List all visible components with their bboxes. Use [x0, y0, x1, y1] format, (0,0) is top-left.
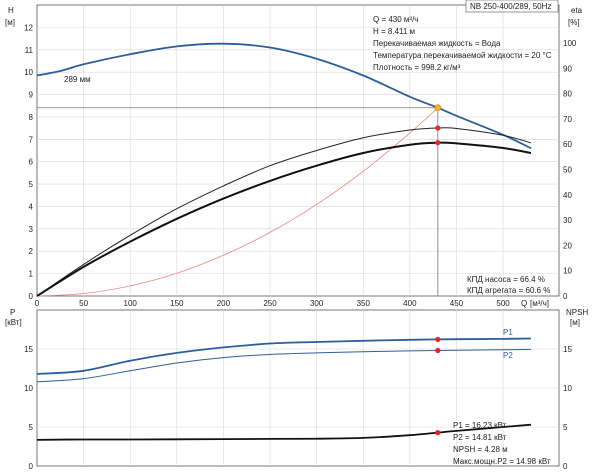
result-line: NPSH = 4.28 м: [453, 445, 508, 454]
x-tick-label: 50: [79, 299, 88, 308]
upper-plot-frame: [36, 4, 560, 297]
eta-tick-label: 30: [563, 216, 572, 225]
title-box: [465, 0, 559, 13]
head-tick-label: 7: [29, 135, 34, 144]
npsh-point-marker: [435, 430, 441, 436]
eta-tick-label: 70: [563, 115, 572, 124]
head-tick-label: 4: [29, 202, 34, 211]
eta-tick-label: 60: [563, 140, 572, 149]
chart-title: NB 250-400/289, 50Hz: [470, 2, 551, 11]
eta-pump-point-marker: [435, 125, 441, 131]
flow-axis-unit: [м³/ч]: [530, 299, 549, 308]
power-tick-label: 15: [24, 345, 33, 354]
series-label-p1: P1: [503, 328, 513, 337]
info-line: Перекачиваемая жидкость = Вода: [373, 39, 501, 48]
eta-axis-unit: [%]: [568, 18, 580, 27]
lower-series: [36, 336, 532, 441]
system-curve: [36, 107, 439, 297]
power-axis-unit: [кВт]: [5, 318, 22, 327]
power-tick-label: 10: [24, 384, 33, 393]
power-tick-label: 5: [29, 423, 34, 432]
head-tick-label: 12: [24, 23, 33, 32]
eta-tick-label: 10: [563, 267, 572, 276]
eta-tick-label: 90: [563, 64, 572, 73]
upper-tick-labels: 0 50 100 150 200 250 300 350 400 450 5000123456789…: [24, 23, 577, 308]
head-tick-label: 11: [25, 46, 34, 55]
head-tick-label: 8: [29, 113, 34, 122]
upper-gridlines: [37, 5, 559, 296]
power-results: P1 = 16.23 кВт P2 = 14.81 кВт NPSH = 4.2…: [453, 421, 551, 466]
head-tick-label: 1: [29, 270, 34, 279]
eta_pump-curve: [36, 127, 532, 297]
head-tick-label: 9: [29, 91, 34, 100]
eta-tick-label: 80: [563, 90, 572, 99]
lower-chart: 0 5 10 15 0 5 10 15 P [кВт] NPSH [м] P1 P2 P1 =…: [5, 308, 588, 471]
npsh-axis-label: NPSH: [566, 308, 588, 317]
eta-tick-label: 50: [563, 165, 572, 174]
x-tick-label: 150: [170, 299, 184, 308]
info-line: H = 8.411 м: [373, 27, 415, 36]
result-line: Макс.мощн.P2 = 14.98 кВт: [453, 457, 551, 466]
npsh-curve: [36, 423, 532, 441]
result-line: P2 = 14.81 кВт: [453, 433, 507, 442]
p2-curve: [36, 348, 532, 383]
flow-axis-label: Q: [521, 299, 527, 308]
info-line: Температура перекачиваемой жидкости = 20…: [373, 51, 552, 60]
lower-gridlines: [37, 310, 559, 466]
eta-tick-label: 40: [563, 191, 572, 200]
head-tick-label: 0: [29, 292, 34, 301]
lower-tick-labels: 0 5 10 15 0 5 10 15: [24, 345, 572, 471]
npsh-tick-label: 5: [563, 423, 568, 432]
head-tick-label: 3: [29, 225, 34, 234]
head-curve: [36, 42, 532, 150]
eta-tick-label: 20: [563, 241, 572, 250]
x-tick-label: 350: [357, 299, 371, 308]
p1-curve: [36, 337, 532, 375]
npsh-tick-label: 0: [563, 462, 568, 471]
npsh-tick-label: 10: [563, 384, 572, 393]
p1-point-marker: [435, 336, 441, 343]
x-tick-label: 200: [217, 299, 231, 308]
eta-unit-value: КПД агрегата = 60.6 %: [467, 286, 550, 295]
eta-unit-point-marker: [435, 140, 441, 146]
x-tick-label: 500: [496, 299, 510, 308]
eta_unit-curve: [36, 141, 532, 297]
x-tick-label: 450: [450, 299, 464, 308]
head-tick-label: 6: [29, 158, 34, 167]
x-tick-label: 100: [124, 299, 138, 308]
upper-chart: 0 50 100 150 200 250 300 350 400 450 5000123456789…: [5, 0, 583, 308]
x-tick-label: 0: [35, 299, 40, 308]
p2-point-marker: [435, 347, 441, 354]
efficiency-info: КПД насоса = 66.4 % КПД агрегата = 60.6 …: [467, 275, 550, 295]
eta-tick-label: 100: [563, 39, 577, 48]
upper-series: [36, 42, 532, 297]
duty-point-marker: [434, 104, 442, 112]
duty-point-info: Q = 430 м³/ч H = 8.411 м Перекачиваемая …: [373, 15, 552, 72]
power-axis-label: P: [10, 308, 15, 317]
series-label-p2: P2: [503, 351, 513, 360]
eta-pump-value: КПД насоса = 66.4 %: [467, 275, 545, 284]
power-tick-label: 0: [29, 462, 34, 471]
x-tick-label: 250: [263, 299, 277, 308]
info-line: Плотность = 998.2 кг/м³: [373, 63, 461, 72]
head-axis-unit: [м]: [5, 18, 15, 27]
head-axis-label: H: [8, 6, 14, 15]
head-tick-label: 10: [24, 68, 33, 77]
head-tick-label: 5: [29, 180, 34, 189]
head-tick-label: 2: [29, 247, 34, 256]
x-tick-label: 400: [403, 299, 417, 308]
info-line: Q = 430 м³/ч: [373, 15, 418, 24]
result-line: P1 = 16.23 кВт: [453, 421, 507, 430]
npsh-tick-label: 15: [563, 345, 572, 354]
eta-tick-label: 0: [563, 292, 568, 301]
impeller-label: 289 мм: [64, 75, 91, 84]
npsh-axis-unit: [м]: [570, 318, 580, 327]
x-tick-label: 300: [310, 299, 324, 308]
eta-axis-label: eta: [571, 6, 583, 15]
